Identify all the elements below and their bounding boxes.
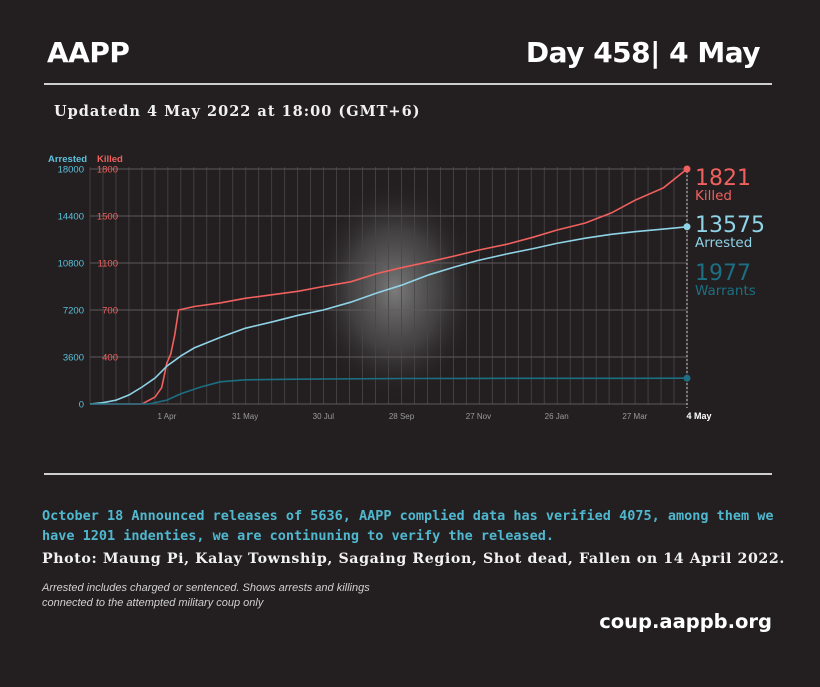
updated-timestamp: Updatedn 4 May 2022 at 18:00 (GMT+6) bbox=[54, 103, 421, 120]
killed-tick-label: 400 bbox=[102, 353, 118, 364]
x-tick-label: 30 Jul bbox=[313, 412, 335, 421]
x-tick-label: 31 May bbox=[232, 412, 258, 421]
series-end-value-arrested: 13575 bbox=[695, 213, 765, 238]
day-date-title: Day 458| 4 May bbox=[525, 36, 761, 69]
x-tick-label: 27 Mar bbox=[622, 412, 647, 421]
footer-divider bbox=[44, 473, 772, 475]
x-tick-label: 1 Apr bbox=[158, 412, 177, 421]
series-line-arrested bbox=[89, 226, 688, 405]
series-end-point-arrested bbox=[683, 223, 691, 231]
x-tick-label: 28 Sep bbox=[389, 412, 415, 421]
killed-tick-label: 1100 bbox=[98, 259, 118, 270]
x-tick-label: 26 Jan bbox=[545, 412, 569, 421]
chart-grid: 0 3600 400 7200 700 10800 1100 14400 1500 18000 18… bbox=[58, 165, 712, 422]
photo-caption: Photo: Maung Pi, Kalay Township, Sagaing… bbox=[42, 551, 785, 567]
series-end-value-killed: 1821 bbox=[695, 166, 751, 191]
killed-tick-label: 1800 bbox=[97, 165, 118, 176]
source-url[interactable]: coup.aappb.org bbox=[599, 610, 772, 633]
series-line-warrants bbox=[90, 377, 688, 405]
release-note: October 18 Announced releases of 5636, A… bbox=[42, 508, 774, 544]
killed-axis-title: Killed bbox=[97, 154, 123, 165]
x-tick-label: 4 May bbox=[686, 411, 711, 421]
series-end-point-warrants bbox=[683, 374, 691, 382]
header-divider bbox=[44, 83, 772, 85]
killed-tick-label: 1500 bbox=[97, 212, 118, 223]
victim-photo-backdrop bbox=[310, 180, 480, 400]
arrested-axis-title: Arrested bbox=[48, 154, 87, 165]
series-line-killed bbox=[90, 168, 688, 405]
series-end-label-warrants: Warrants bbox=[695, 283, 756, 299]
casualty-line-chart: 0 3600 400 7200 700 10800 1100 14400 1500 18000 18… bbox=[48, 154, 765, 422]
arrested-tick-label: 14400 bbox=[58, 212, 84, 223]
killed-tick-label: 700 bbox=[102, 306, 118, 317]
series-end-label-killed: Killed bbox=[695, 188, 732, 204]
arrested-tick-label: 7200 bbox=[63, 306, 84, 317]
arrested-tick-label: 0 bbox=[79, 400, 84, 411]
x-tick-label: 27 Nov bbox=[466, 412, 491, 421]
arrested-tick-label: 10800 bbox=[58, 259, 84, 270]
brand-logo-text: AAPP bbox=[47, 36, 130, 69]
series-end-point-killed bbox=[683, 165, 691, 173]
methodology-footnote: Arrested includes charged or sentenced. … bbox=[42, 582, 370, 609]
series-end-label-arrested: Arrested bbox=[695, 235, 752, 251]
series-end-value-warrants: 1977 bbox=[695, 261, 751, 286]
arrested-tick-label: 18000 bbox=[58, 165, 84, 176]
arrested-tick-label: 3600 bbox=[63, 353, 84, 364]
